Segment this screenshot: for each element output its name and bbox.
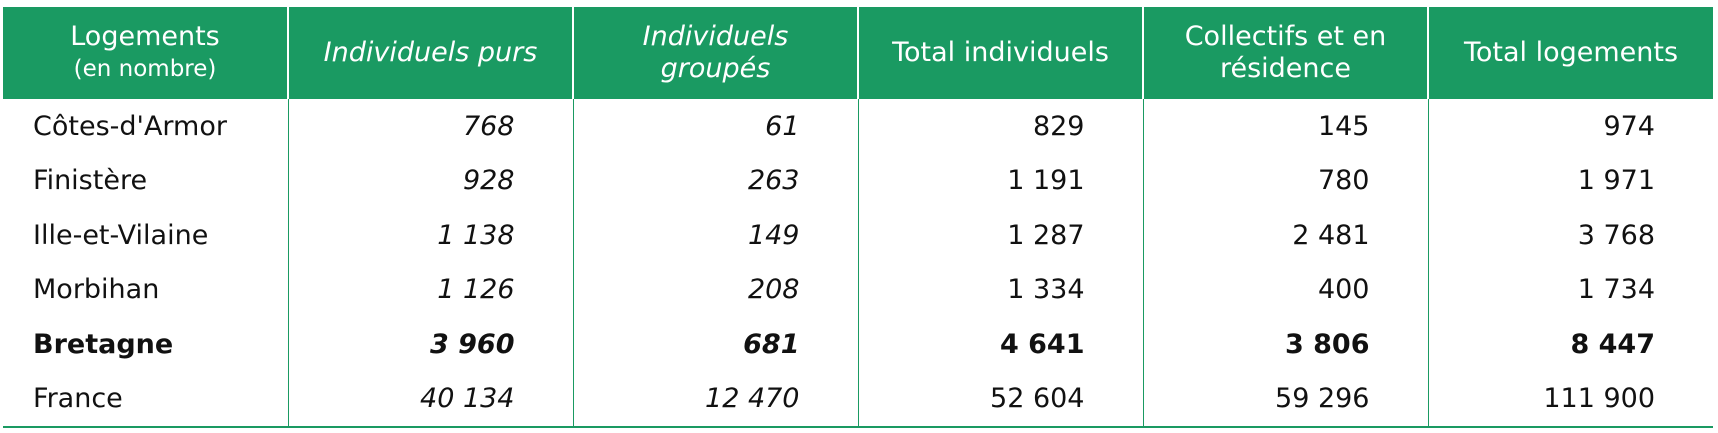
table-cell: 1 191: [857, 153, 1143, 208]
table-cell: 1 734: [1427, 262, 1713, 317]
table-cell: 208: [572, 262, 858, 317]
table-cell: 1 126: [287, 262, 573, 317]
row-label: Bretagne: [33, 328, 174, 360]
header-subline: (en nombre): [73, 56, 217, 82]
table-cell: 780: [1142, 153, 1428, 208]
table-cell: 1 138: [287, 208, 573, 263]
table-cell: 3 768: [1427, 208, 1713, 263]
table-row: Morbihan 1 126 208 1 334 400 1 734: [3, 262, 1713, 317]
header-line: Logements: [70, 21, 220, 52]
table-cell: 8 447: [1427, 317, 1713, 372]
table-cell: 3 960: [287, 317, 573, 372]
table-cell: 3 806: [1142, 317, 1428, 372]
table-cell: 681: [572, 317, 858, 372]
table-cell: 52 604: [857, 371, 1143, 428]
table: Logements (en nombre) Individuels purs Indi…: [3, 7, 1713, 428]
column-header: Collectifs et en résidence: [1142, 7, 1428, 99]
row-label: Ille-et-Vilaine: [33, 219, 209, 251]
table-cell: 40 134: [287, 371, 573, 428]
table-cell: 59 296: [1142, 371, 1428, 428]
table-cell: 1 287: [857, 208, 1143, 263]
table-cell: 2 481: [1142, 208, 1428, 263]
row-label: France: [3, 371, 288, 428]
table-row: France 40 134 12 470 52 604 59 296 111 900: [3, 371, 1713, 428]
table-cell: 928: [287, 153, 573, 208]
table-body: Côtes-d'Armor 768 61 829 145 974 Finistère 928 2…: [3, 99, 1713, 428]
table-cell: 974: [1427, 99, 1713, 154]
column-header: Individuels groupés: [572, 7, 858, 99]
table-header: Logements (en nombre) Individuels purs Indi…: [3, 7, 1713, 99]
table-cell: 4 641: [857, 317, 1143, 372]
table-cell: 145: [1142, 99, 1428, 154]
row-label: Morbihan: [33, 274, 160, 306]
table-cell: 12 470: [572, 371, 858, 428]
table-row: Finistère 928 263 1 191 780 1 971: [3, 153, 1713, 208]
table-cell: 263: [572, 153, 858, 208]
table-cell: 829: [857, 99, 1143, 154]
column-header: Total individuels: [857, 7, 1143, 99]
table-cell: 1 971: [1427, 153, 1713, 208]
row-label: Côtes-d'Armor: [33, 110, 227, 142]
table-cell: 61: [572, 99, 858, 154]
header-row: Logements (en nombre) Individuels purs Indi…: [3, 7, 1713, 99]
table-cell: 149: [572, 208, 858, 263]
column-header: Individuels purs: [287, 7, 573, 99]
table-cell: 400: [1142, 262, 1428, 317]
table-cell: 768: [287, 99, 573, 154]
table-cell: 111 900: [1427, 371, 1713, 428]
table-container: Logements (en nombre) Individuels purs Indi…: [3, 7, 1713, 428]
table-cell: 1 334: [857, 262, 1143, 317]
table-row: Bretagne 3 960 681 4 641 3 806 8 447: [3, 317, 1713, 372]
table-row: Côtes-d'Armor 768 61 829 145 974: [3, 99, 1713, 154]
column-header: Total logements: [1427, 7, 1713, 99]
row-label: Finistère: [33, 165, 148, 197]
table-row: Ille-et-Vilaine 1 138 149 1 287 2 481 3 768: [3, 208, 1713, 263]
column-header: Logements (en nombre): [3, 7, 288, 99]
